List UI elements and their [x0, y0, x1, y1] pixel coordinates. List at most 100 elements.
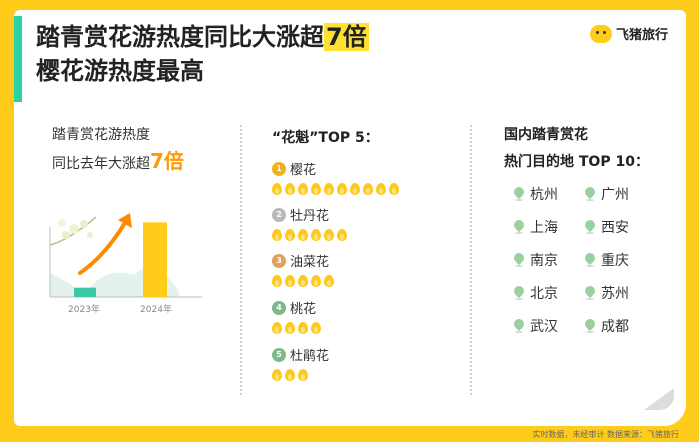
heat-rating — [272, 229, 347, 241]
title-accent-bar — [14, 16, 22, 102]
flame-icon — [298, 183, 308, 195]
location-pin-icon — [514, 286, 524, 300]
flame-icon — [389, 183, 399, 195]
flame-icon — [350, 183, 360, 195]
medal-icon: 1 — [272, 161, 286, 176]
location-pin-icon — [514, 319, 524, 333]
city-name: 武汉 — [530, 319, 558, 335]
flame-icon — [272, 275, 282, 287]
location-pin-icon — [585, 220, 595, 234]
city-name: 成都 — [601, 319, 629, 335]
city-item: 上海 — [514, 217, 558, 237]
column-divider-1 — [240, 125, 242, 395]
city-item: 武汉 — [514, 316, 558, 336]
city-item: 重庆 — [585, 250, 629, 270]
city-item: 西安 — [585, 217, 629, 237]
flower-item: 5 杜鹃花 — [272, 345, 329, 381]
flame-icon — [337, 183, 347, 195]
location-pin-icon — [585, 187, 595, 201]
title-highlight: 7倍 — [324, 23, 369, 51]
city-name: 西安 — [601, 220, 629, 236]
flower-item: 1 樱花 — [272, 159, 399, 195]
page-curl-decoration — [644, 388, 674, 410]
flower-name-row: 1 樱花 — [272, 159, 399, 178]
flame-icon — [298, 369, 308, 381]
flame-icon — [285, 369, 295, 381]
medal-icon: 4 — [272, 300, 286, 315]
growth-line-2: 同比去年大涨超7倍 — [52, 148, 184, 177]
heat-rating — [272, 369, 329, 381]
flower-ranking-title: “花魁”TOP 5： — [272, 130, 379, 146]
title-line-1: 踏青赏花游热度同比大涨超7倍 — [36, 20, 369, 54]
growth-arrow — [78, 219, 128, 275]
city-name: 上海 — [530, 220, 558, 236]
flame-icon — [272, 229, 282, 241]
column-divider-2 — [470, 125, 472, 395]
flame-icon — [311, 229, 321, 241]
city-item: 广州 — [585, 184, 629, 204]
flame-icon — [324, 183, 334, 195]
flame-icon — [298, 322, 308, 334]
city-ranking-title: 国内踏青赏花 热门目的地 TOP 10： — [504, 122, 649, 176]
location-pin-icon — [585, 319, 595, 333]
flower-item: 4 桃花 — [272, 298, 321, 334]
location-pin-icon — [585, 253, 595, 267]
flame-icon — [324, 275, 334, 287]
flower-name: 樱花 — [290, 163, 317, 178]
flame-icon — [272, 369, 282, 381]
flower-name-row: 4 桃花 — [272, 298, 321, 317]
flame-icon — [285, 322, 295, 334]
city-item: 南京 — [514, 250, 558, 270]
growth-line-1: 踏青赏花游热度 — [52, 127, 150, 143]
title-line-1-text: 踏青赏花游热度同比大涨超 — [36, 23, 324, 51]
city-name: 广州 — [601, 187, 629, 203]
title-line-2: 樱花游热度最高 — [36, 57, 204, 85]
location-pin-icon — [514, 220, 524, 234]
flower-name: 油菜花 — [290, 255, 330, 270]
city-name: 南京 — [530, 253, 558, 269]
tick-label-2024: 2024年 — [140, 303, 172, 315]
location-pin-icon — [585, 286, 595, 300]
flame-icon — [272, 322, 282, 334]
flame-icon — [272, 183, 282, 195]
heat-rating — [272, 322, 321, 334]
flame-icon — [298, 275, 308, 287]
flame-icon — [311, 322, 321, 334]
flame-icon — [285, 183, 295, 195]
flower-name-row: 5 杜鹃花 — [272, 345, 329, 364]
city-ranking-title-line-2: 热门目的地 TOP 10： — [504, 154, 649, 170]
flame-icon — [324, 229, 334, 241]
flame-icon — [298, 229, 308, 241]
flower-item: 3 油菜花 — [272, 251, 334, 287]
brand-logo: 飞猪旅行 — [589, 24, 668, 43]
tick-label-2023: 2023年 — [68, 303, 100, 315]
city-item: 成都 — [585, 316, 629, 336]
city-name: 杭州 — [530, 187, 558, 203]
city-name: 重庆 — [601, 253, 629, 269]
flower-name: 杜鹃花 — [290, 349, 330, 364]
flame-icon — [376, 183, 386, 195]
flower-item: 2 牡丹花 — [272, 205, 347, 241]
city-item: 北京 — [514, 283, 558, 303]
flame-icon — [311, 275, 321, 287]
growth-line-2-text: 同比去年大涨超 — [52, 156, 150, 172]
city-name: 北京 — [530, 286, 558, 302]
flame-icon — [337, 229, 347, 241]
flower-name: 桃花 — [290, 302, 317, 317]
pig-icon — [589, 24, 612, 43]
heat-rating — [272, 275, 334, 287]
flame-icon — [285, 275, 295, 287]
city-name: 苏州 — [601, 286, 629, 302]
city-item: 苏州 — [585, 283, 629, 303]
medal-icon: 5 — [272, 347, 286, 362]
bars-group — [74, 222, 167, 297]
medal-icon: 3 — [272, 253, 286, 268]
growth-summary: 踏青赏花游热度 同比去年大涨超7倍 — [52, 122, 184, 177]
bar-2024年 — [143, 222, 167, 297]
growth-arrow-head — [118, 213, 132, 228]
footer-source: 实时数据，未经审计 数据来源：飞猪旅行 — [532, 430, 679, 439]
growth-multiplier: 7倍 — [150, 149, 184, 173]
flame-icon — [363, 183, 373, 195]
flower-name: 牡丹花 — [290, 209, 330, 224]
growth-bar-chart: 2023年 2024年 — [49, 213, 202, 315]
